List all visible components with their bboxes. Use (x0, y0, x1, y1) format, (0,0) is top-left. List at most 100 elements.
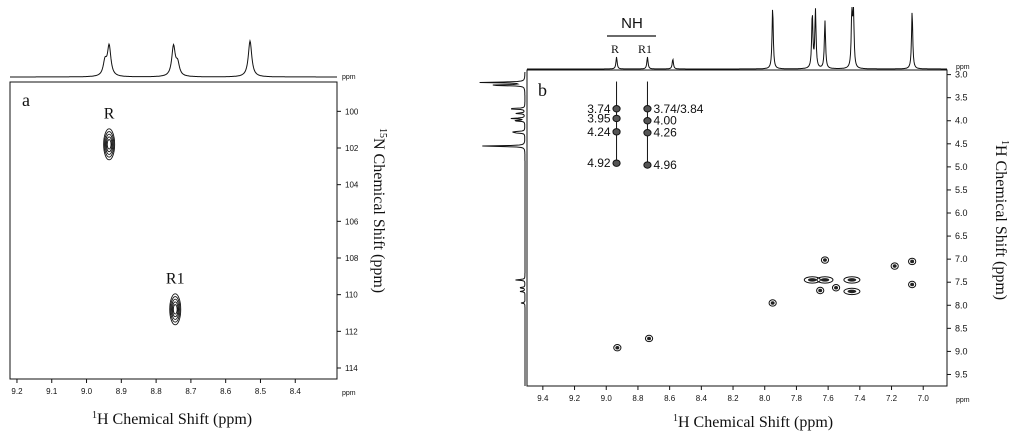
panel-b-x-tick-label: 8.6 (664, 394, 676, 403)
panel-a-y-tick-label: 102 (345, 144, 359, 153)
column-label-r1: R1 (638, 42, 652, 56)
panel-a-plot-frame (9, 81, 338, 380)
panel-a-x-axis-title-sup: 1 (92, 410, 97, 421)
panel-a-y-tick-label: 104 (345, 181, 359, 190)
panel-a-y-tick-label: 110 (345, 291, 358, 300)
panel-b-y-axis-title-sup: 1 (999, 140, 1010, 145)
panel-a-1d-projection (10, 39, 337, 78)
panel-a-peak-contour (104, 131, 115, 158)
panel-b-aromatic-peak (816, 286, 825, 295)
panel-b-y-tick-label: 5.5 (955, 185, 968, 195)
panel-b-x-tick-label: 7.4 (854, 394, 866, 403)
panel-a-y-unit-tag: ppm (342, 74, 356, 81)
panel-b-cross-peak (643, 129, 652, 137)
panel-a-peak-contour (169, 293, 182, 326)
panel-b-aromatic-peak (768, 299, 777, 307)
panel-b-cross-peak (643, 161, 652, 169)
panel-b-y-tick-label: 4.5 (955, 139, 968, 149)
panel-b-aromatic-peak (831, 284, 841, 292)
panel-b-y-tick-label: 6.0 (955, 208, 968, 218)
panel-a-y-axis-title-text: N Chemical Shift (ppm) (370, 138, 387, 293)
panel-b-aromatic-peak (820, 256, 830, 264)
panel-b-y-axis-title: 1H Chemical Shift (ppm) (992, 140, 1010, 300)
panel-a-peak-contour (105, 136, 113, 153)
panel-a-peak-contour (171, 298, 180, 320)
panel-b-aromatic-peak-core (770, 301, 775, 305)
panel-b-label: b (538, 80, 547, 100)
panel-a-x-tick-label: 8.5 (255, 387, 267, 396)
panel-b-cross-peak-label: 3.95 (587, 111, 611, 125)
panel-b-aromatic-peak-core (807, 278, 817, 282)
panel-b-cross-peak-label: 4.24 (587, 125, 611, 139)
panel-b-x-tick-label: 8.4 (696, 394, 708, 403)
panel-a-x-ticks: 9.2 9.1 9.0 8.9 8.8 8.7 8.6 8.5 8.4 (11, 379, 301, 396)
panel-b-y-tick-label: 7.0 (955, 254, 968, 264)
panel-b-cross-peak-label: 4.26 (653, 126, 677, 140)
panel-b-cross-peak-label: 3.74/3.84 (653, 102, 703, 116)
panel-b-y-tick-label: 5.0 (955, 162, 968, 172)
panel-b-y-tick-label: 6.5 (955, 231, 968, 241)
panel-b-aromatic-peak (803, 276, 821, 284)
panel-b-plot-frame (526, 69, 948, 387)
panel-b-y-tick-label: 7.5 (955, 277, 968, 287)
panel-a-x-tick-label: 9.0 (81, 387, 93, 396)
panel-b-cross-peak-label: 4.96 (653, 158, 677, 172)
panel-a-y-tick-label: 114 (345, 364, 358, 373)
panel-b-x-tick-label: 7.8 (791, 394, 803, 403)
panel-b-y-ticks: 3.0 3.5 4.0 4.5 5.0 5.5 6.0 6.5 7.0 7.5 8.0 8.5 9.0 9… (947, 70, 968, 379)
panel-b-aromatic-peak-core (818, 288, 823, 293)
panel-b-aromatic-peak-core (892, 264, 897, 268)
panel-a-x-tick-label: 8.4 (290, 387, 302, 396)
panel-b-aromatic-peak (816, 276, 834, 284)
panel-b-aromatic-peak-core (822, 258, 827, 262)
panel-b-aromatic-peak (890, 262, 899, 270)
panel-a-y-ticks: 100 102 104 106 108 110 112 114 (337, 107, 359, 373)
panel-b-aromatic-peak-core (615, 345, 620, 350)
panel-b-cross-peak-label: 4.00 (653, 114, 677, 128)
panel-b-1d-projection-left (479, 72, 526, 386)
panel-a-peak-contour (172, 304, 178, 315)
panel-b-x-unit-tag: ppm (956, 397, 970, 404)
panel-a-peak-label: R1 (166, 270, 185, 287)
panel-b-y-tick-label: 3.0 (955, 70, 968, 80)
panel-b-y-tick-label: 9.5 (955, 369, 968, 379)
panel-a-x-axis-title: 1H Chemical Shift (ppm) (92, 410, 252, 428)
panel-b-cross-peak (612, 159, 621, 167)
panel-b-aromatic-peak-core (820, 278, 830, 282)
panel-b-x-tick-label: 7.0 (918, 394, 930, 403)
panel-b-y-tick-label: 8.5 (955, 323, 968, 333)
panel-b-aromatic-peak-core (847, 278, 857, 282)
panel-b-x-tick-label: 8.0 (759, 394, 771, 403)
panel-b-x-axis-title: 1H Chemical Shift (ppm) (673, 413, 833, 431)
panel-b-cross-peak-series: 3.743.954.24 4.92 3.74/3.844.004.26 4.96 (587, 81, 704, 172)
panel-b-aromatic-peaks (613, 256, 917, 352)
panel-b-x-axis-title-sup: 1 (673, 413, 678, 424)
panel-a-x-tick-label: 8.9 (116, 387, 128, 396)
panel-b-y-tick-label: 3.5 (955, 93, 968, 103)
panel-b-aromatic-peak (843, 276, 861, 284)
panel-b-cross-peak (612, 128, 621, 136)
panel-a-x-tick-label: 8.6 (220, 387, 232, 396)
panel-a-peak-contour (170, 296, 181, 323)
panel-b-x-tick-label: 7.6 (823, 394, 835, 403)
panel-b-x-tick-label: 9.2 (569, 394, 581, 403)
panel-a-peak-contour (171, 301, 179, 318)
panel-b-aromatic-peak-core (834, 285, 839, 290)
panel-a-x-tick-label: 8.8 (151, 387, 163, 396)
panel-a-x-unit-tag: ppm (342, 390, 356, 397)
panel-b-x-tick-label: 8.2 (727, 394, 739, 403)
panel-a-x-axis-title-text: H Chemical Shift (ppm) (97, 411, 252, 428)
panel-a-y-tick-label: 106 (345, 217, 359, 226)
panel-a-peak-contour (104, 133, 114, 155)
panel-b-x-tick-label: 9.4 (537, 394, 549, 403)
panel-b-cross-peak-label: 4.92 (587, 156, 611, 170)
panel-b-aromatic-peak-core (847, 289, 857, 294)
panel-b-aromatic-peak-core (647, 336, 652, 341)
panel-b-aromatic-peak-core (910, 282, 915, 287)
panel-b-aromatic-peak (908, 257, 917, 266)
panel-b-x-axis-title-text: H Chemical Shift (ppm) (678, 414, 833, 431)
panel-b-x-ticks: 9.4 9.2 9.0 8.8 8.6 8.4 8.2 8.0 7.8 7.6 7.4 7.2 7.0 (537, 386, 929, 403)
panel-b-1d-projection-top (527, 6, 947, 70)
panel-b-aromatic-peak (613, 344, 622, 352)
panel-a-y-tick-label: 108 (345, 254, 359, 263)
